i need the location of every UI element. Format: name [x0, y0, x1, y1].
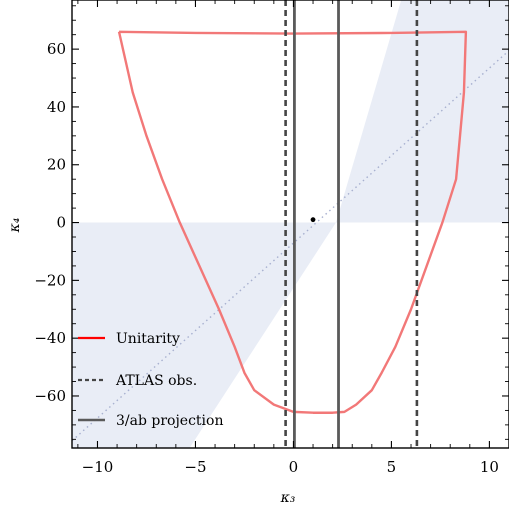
plot-area [72, 0, 509, 448]
x-tick-label: 5 [387, 458, 397, 476]
legend-label-unitarity: Unitarity [116, 331, 180, 347]
y-tick-label: −20 [34, 271, 66, 289]
x-tick-label: 0 [289, 458, 299, 476]
x-tick-label: −10 [82, 458, 114, 476]
tick-labels: −10 −5 0 5 10 −60 −40 −20 0 20 40 60 [34, 40, 499, 476]
legend: Unitarity ATLAS obs. 3/ab projection [78, 331, 223, 429]
x-tick-label: 10 [480, 458, 499, 476]
legend-label-atlas: ATLAS obs. [115, 373, 197, 389]
legend-label-projection: 3/ab projection [116, 413, 223, 429]
shaded-region-lower [72, 222, 336, 448]
y-tick-label: −60 [34, 387, 66, 405]
y-tick-label: 60 [47, 40, 66, 58]
plot-frame [71, 0, 509, 449]
x-tick-label: −5 [184, 458, 206, 476]
y-axis-label: κ₄ [7, 217, 23, 233]
x-axis-label: κ₃ [280, 490, 296, 506]
y-tick-label: −40 [34, 329, 66, 347]
sm-point-marker [310, 217, 316, 223]
y-tick-label: 20 [47, 156, 66, 174]
y-tick-label: 40 [47, 98, 66, 116]
y-tick-label: 0 [56, 214, 66, 232]
